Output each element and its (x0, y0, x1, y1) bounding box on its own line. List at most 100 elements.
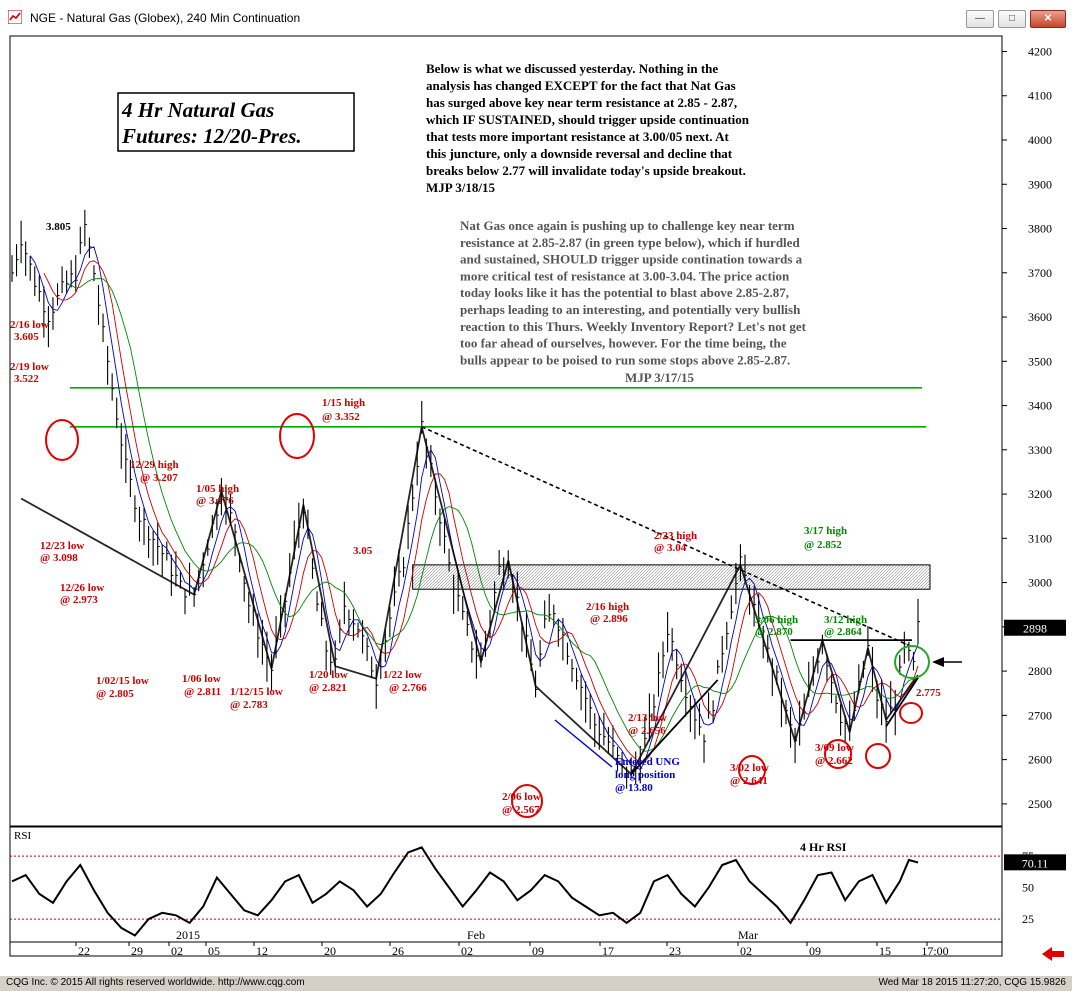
commentary-mar17-line: resistance at 2.85-2.87 (in green type b… (460, 235, 800, 250)
price-annotation: 3/09 low (815, 742, 854, 754)
price-annotation: 2/19 low (10, 361, 49, 373)
entry-pointer-line (554, 719, 613, 768)
commentary-mar18-line: Below is what we discussed yesterday. No… (426, 61, 718, 76)
y-tick-label: 3900 (1028, 177, 1052, 191)
price-annotation: 2/13 low (628, 712, 667, 724)
commentary-mar18-line: analysis has changed EXCEPT for the fact… (426, 78, 736, 93)
price-annotation: Entered UNG (615, 756, 680, 768)
highlight-circle-red (511, 784, 543, 818)
title-box-line: 4 Hr Natural Gas (121, 98, 274, 122)
scroll-left-arrow-icon (1042, 947, 1064, 961)
y-tick-label: 2600 (1028, 753, 1052, 767)
x-tick-label: 17:00 (921, 944, 948, 958)
price-annotation: 3/12 high (824, 614, 867, 626)
x-tick-label: 02 (171, 944, 183, 958)
window-title: NGE - Natural Gas (Globex), 240 Min Cont… (30, 11, 301, 25)
price-annotation: 3/06 high (755, 614, 798, 626)
price-annotation: 1/22 low (383, 669, 422, 681)
pointer-arrow-head (932, 657, 944, 667)
commentary-mar17-line: and sustained, SHOULD trigger upside con… (460, 252, 803, 267)
price-annotation: 2/16 high (586, 601, 629, 613)
price-annotation: @ 3.176 (196, 495, 234, 507)
dashed-trendline (421, 426, 913, 648)
price-annotation: long position (615, 769, 675, 781)
y-tick-label: 2700 (1028, 708, 1052, 722)
y-tick-label: 3800 (1028, 222, 1052, 236)
price-annotation: 1/06 low (182, 673, 221, 685)
x-tick-label: 26 (392, 944, 404, 958)
y-tick-label: 2500 (1028, 797, 1052, 811)
chart-window: 2500260027002800290030003100320033003400… (0, 34, 1072, 976)
y-tick-label: 3300 (1028, 443, 1052, 457)
x-tick-label: 02 (461, 944, 473, 958)
price-annotation: @ 3.098 (40, 552, 78, 564)
timestamp-text: Wed Mar 18 2015 11:27:20, CQG 15.9826 (878, 977, 1066, 988)
y-tick-label: 3400 (1028, 399, 1052, 413)
x-month-label: Feb (467, 928, 485, 942)
price-annotation: 2/23 high (654, 530, 697, 542)
commentary-mar17-line: today looks like it has the potential to… (460, 285, 789, 300)
y-tick-label: 4200 (1028, 44, 1052, 58)
price-annotation: @ 2.662 (815, 755, 853, 767)
commentary-mar17-signature: MJP 3/17/15 (625, 370, 694, 385)
x-tick-label: 29 (131, 944, 143, 958)
copyright-text: CQG Inc. © 2015 All rights reserved worl… (6, 977, 305, 988)
window-titlebar: NGE - Natural Gas (Globex), 240 Min Cont… (0, 0, 1072, 35)
commentary-mar17-line: bulls appear to be poised to run some st… (460, 352, 790, 367)
price-annotation: 1/05 high (196, 483, 239, 495)
price-annotation: 1/20 low (309, 669, 348, 681)
price-annotation: 3.05 (353, 545, 373, 557)
y-tick-label: 3200 (1028, 487, 1052, 501)
minimize-button[interactable]: — (966, 10, 994, 28)
highlight-circle-red (45, 419, 79, 461)
commentary-mar18-line: this juncture, only a downside reversal … (426, 146, 733, 161)
commentary-mar18-line: breaks below 2.77 will invalidate today'… (426, 163, 746, 178)
x-tick-label: 12 (256, 944, 268, 958)
restore-button[interactable]: □ (998, 10, 1026, 28)
current-price-box (1004, 619, 1066, 636)
commentary-mar18-line: which IF SUSTAINED, should trigger upsid… (426, 112, 750, 127)
price-annotation: 1/02/15 low (96, 675, 149, 687)
price-annotation: @ 2.973 (60, 594, 98, 606)
price-annotation: @ 2.896 (590, 613, 628, 625)
resistance-zone (412, 564, 931, 590)
y-tick-label: 3500 (1028, 354, 1052, 368)
rsi-title: 4 Hr RSI (800, 840, 847, 854)
price-annotation: @ 3.352 (322, 411, 360, 423)
price-annotation: @ 2.870 (755, 626, 793, 638)
price-annotation: 1/12/15 low (230, 686, 283, 698)
highlight-circle-red (865, 743, 891, 769)
y-tick-label: 3600 (1028, 310, 1052, 324)
price-annotation: 3/17 high (804, 525, 847, 537)
rsi-line (11, 846, 919, 937)
x-tick-label: 17 (602, 944, 614, 958)
y-tick-label: 2800 (1028, 664, 1052, 678)
price-annotation: @ 3.04 (654, 542, 687, 554)
close-button[interactable]: ✕ (1030, 10, 1066, 28)
commentary-mar17-line: Nat Gas once again is pushing up to chal… (460, 218, 795, 233)
y-tick-label: 3700 (1028, 266, 1052, 280)
price-annotation: 3.605 (14, 331, 39, 343)
commentary-mar18-line: MJP 3/18/15 (426, 180, 495, 195)
status-bar: CQG Inc. © 2015 All rights reserved worl… (0, 976, 1072, 991)
price-annotation: @ 13.80 (615, 782, 653, 794)
moving-average-slow (66, 278, 919, 752)
price-annotation: @ 2.811 (184, 686, 221, 698)
commentary-mar17-line: more critical test of resistance at 3.00… (460, 268, 790, 283)
x-tick-label: 20 (324, 944, 336, 958)
price-annotation: @ 2.641 (730, 775, 768, 787)
price-annotation: @ 2.567 (502, 804, 540, 816)
highlight-circle-red (279, 413, 315, 459)
commentary-mar18-line: has surged above key near term resistanc… (426, 95, 737, 110)
rsi-label: RSI (14, 830, 31, 842)
x-tick-label: 09 (532, 944, 544, 958)
highlight-circle-green (894, 645, 930, 679)
commentary-mar17-line: too far ahead of ourselves, however. For… (460, 336, 787, 351)
price-annotation: @ 2.821 (309, 682, 347, 694)
highlight-circle-red (738, 755, 766, 785)
x-month-label: 2015 (176, 928, 200, 942)
cqg-app-icon (8, 10, 22, 24)
price-chart[interactable]: 2500260027002800290030003100320033003400… (0, 34, 1072, 976)
swing-structure-line (20, 426, 919, 776)
price-annotation: 3.805 (46, 221, 71, 233)
